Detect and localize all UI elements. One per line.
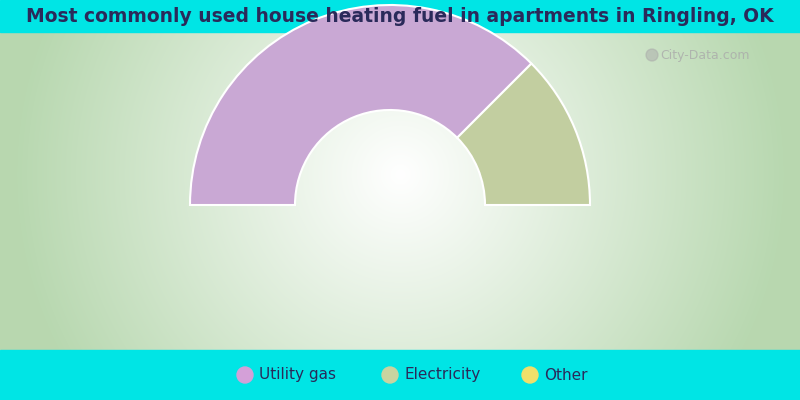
Wedge shape — [457, 64, 590, 205]
Circle shape — [382, 367, 398, 383]
Circle shape — [237, 367, 253, 383]
Text: City-Data.com: City-Data.com — [660, 48, 750, 62]
Bar — [0, 0, 800, 32]
Circle shape — [646, 49, 658, 61]
Text: Other: Other — [544, 368, 587, 382]
Circle shape — [522, 367, 538, 383]
Text: Most commonly used house heating fuel in apartments in Ringling, OK: Most commonly used house heating fuel in… — [26, 6, 774, 26]
Text: Utility gas: Utility gas — [259, 368, 336, 382]
Wedge shape — [190, 5, 531, 205]
Bar — [0, 350, 800, 400]
Text: Electricity: Electricity — [404, 368, 480, 382]
